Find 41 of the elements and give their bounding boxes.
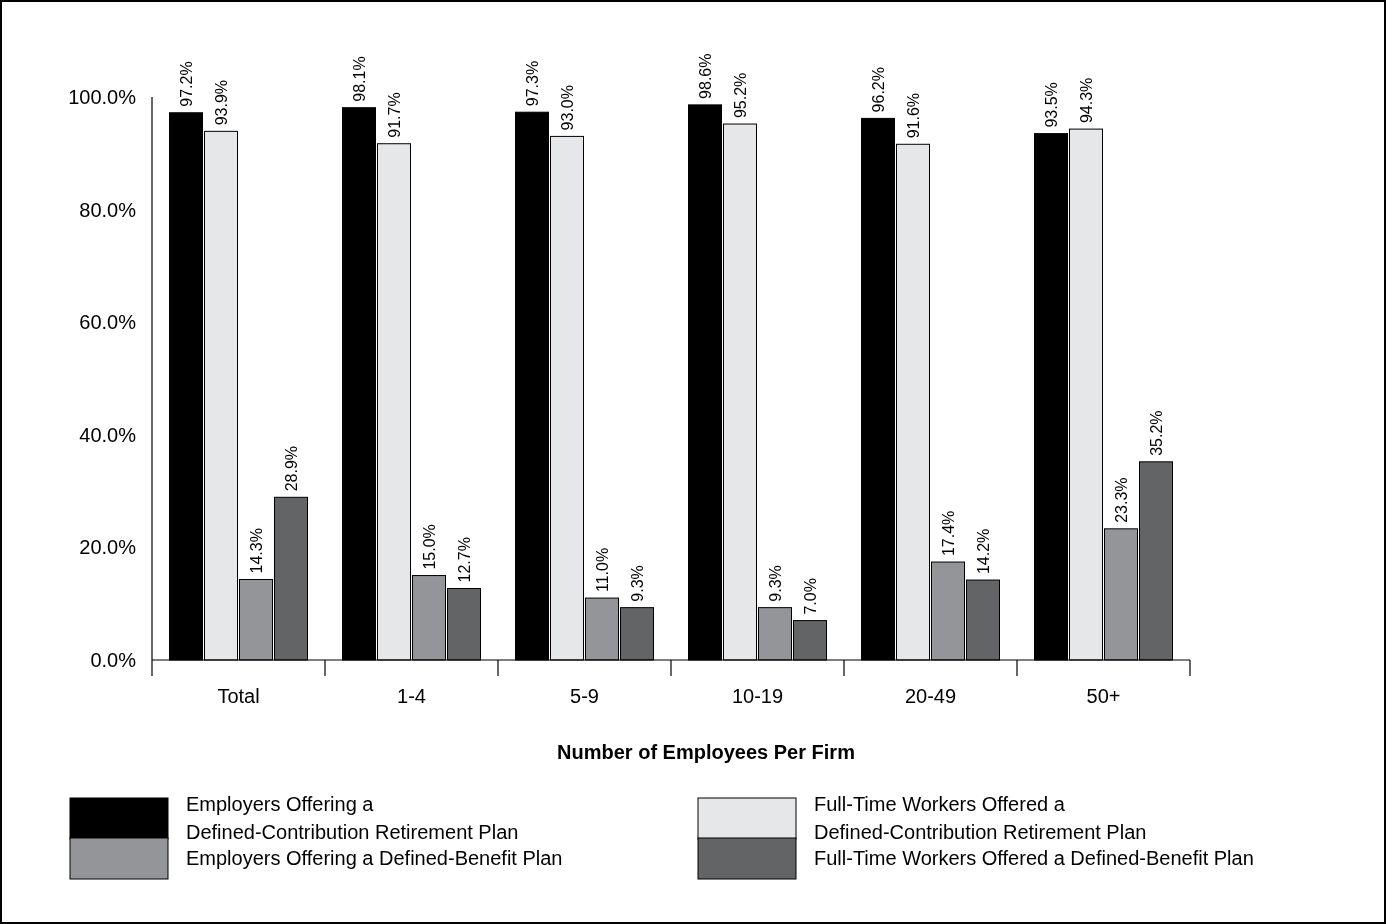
x-axis-title: Number of Employees Per Firm	[557, 741, 855, 763]
data-label: 93.9%	[213, 79, 230, 126]
data-label: 91.6%	[905, 92, 922, 139]
y-tick-label: 0.0%	[90, 649, 137, 671]
data-label: 93.0%	[559, 85, 576, 131]
x-tick-label: 5-9	[570, 685, 599, 707]
data-label: 15.0%	[421, 524, 438, 570]
data-label: 11.0%	[594, 547, 611, 593]
x-tick-label: 1-4	[397, 685, 426, 707]
y-tick-label: 20.0%	[79, 536, 137, 559]
data-label: 9.3%	[629, 565, 646, 602]
data-label: 7.0%	[802, 578, 819, 615]
x-tick-label: 10-19	[731, 685, 784, 707]
data-label: 93.5%	[1043, 82, 1060, 128]
y-tick-label: 100.0%	[68, 86, 137, 108]
data-label: 23.3%	[1113, 477, 1130, 523]
data-label: 28.9%	[283, 445, 300, 492]
x-tick-label: Total	[217, 685, 260, 707]
legend-label: Full-Time Workers Offered a Defined-Contribution Retirement Plan	[814, 793, 1147, 843]
data-label: 97.3%	[524, 60, 541, 107]
data-label: 14.2%	[975, 528, 992, 575]
data-label: 17.4%	[940, 510, 957, 557]
y-tick-label: 80.0%	[79, 198, 137, 221]
data-label: 98.1%	[351, 56, 368, 102]
data-label: 9.3%	[767, 565, 784, 602]
data-label: 95.2%	[732, 72, 749, 119]
x-tick-label: 50+	[1086, 685, 1121, 707]
x-tick-label: 20-49	[904, 685, 957, 707]
data-label: 35.2%	[1148, 410, 1165, 456]
data-label: 98.6%	[697, 53, 714, 99]
data-label: 12.7%	[456, 537, 473, 583]
legend-label: Employers Offering a Defined-Benefit Plan	[186, 847, 563, 869]
data-label: 96.2%	[870, 67, 887, 113]
legend-label: Full-Time Workers Offered a Defined-Benefit Plan	[814, 847, 1254, 869]
y-tick-label: 40.0%	[79, 423, 137, 446]
data-label: 14.3%	[248, 528, 265, 574]
data-label: 94.3%	[1078, 77, 1095, 124]
legend-label: Employers Offering a Defined-Contribution Retirement Plan	[186, 793, 519, 843]
y-tick-label: 60.0%	[79, 311, 137, 334]
data-label: 91.7%	[386, 92, 403, 138]
data-label: 97.2%	[178, 61, 195, 107]
